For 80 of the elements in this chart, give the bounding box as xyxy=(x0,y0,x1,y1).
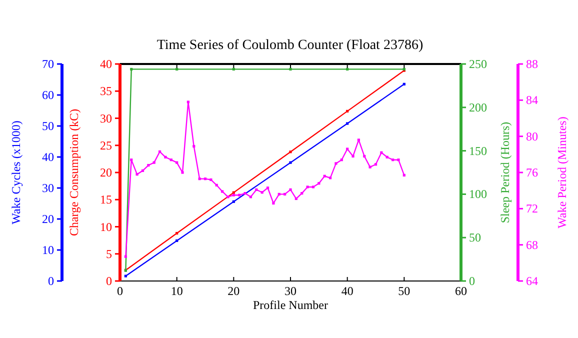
y-tick-label: 15 xyxy=(100,192,112,207)
point xyxy=(176,161,178,164)
point xyxy=(260,191,264,194)
y-tick-label: 64 xyxy=(526,274,538,288)
y3-tick-label: 10 xyxy=(42,243,54,257)
y3-tick-label: 50 xyxy=(42,119,54,133)
point xyxy=(198,178,201,180)
y-tick-label: 80 xyxy=(526,129,538,144)
y3-tick-label: 0 xyxy=(48,274,54,288)
line-series xyxy=(124,100,406,258)
point xyxy=(204,178,207,180)
point xyxy=(374,163,378,166)
y2-tick-label: 150 xyxy=(469,144,487,158)
x-tick-label: 10 xyxy=(170,284,183,298)
point xyxy=(192,144,196,148)
point xyxy=(278,192,280,196)
y2-tick-label: 50 xyxy=(469,230,481,245)
x-tick-label: 40 xyxy=(341,284,354,298)
point xyxy=(249,196,252,198)
y-tick-label: 68 xyxy=(526,238,538,252)
x-tick-label: 60 xyxy=(455,284,467,298)
point xyxy=(402,174,406,177)
point xyxy=(289,188,292,191)
y-axis-title: Charge Consumption (kC) xyxy=(67,108,81,236)
y3-tick-label: 20 xyxy=(42,212,54,226)
y-axis-title: Wake Period (Minutes) xyxy=(555,116,569,228)
point xyxy=(294,197,298,200)
y-tick-label: 5 xyxy=(106,246,112,261)
y3-tick-label: 30 xyxy=(42,181,54,195)
point xyxy=(210,178,212,182)
point xyxy=(363,154,366,158)
point xyxy=(124,255,127,258)
point xyxy=(346,110,349,112)
point xyxy=(158,150,162,154)
y2-tick-label: 250 xyxy=(469,57,487,71)
y-tick-label: 88 xyxy=(526,57,538,71)
y3-tick-label: 70 xyxy=(42,57,54,71)
point xyxy=(357,138,360,142)
x-tick-label: 0 xyxy=(117,284,123,298)
point xyxy=(334,162,338,165)
y-tick-label: 84 xyxy=(526,93,538,108)
point xyxy=(136,173,138,176)
point xyxy=(402,82,406,86)
y2-tick-label: 200 xyxy=(469,100,487,114)
x-tick-label: 30 xyxy=(284,284,296,298)
point xyxy=(130,158,133,162)
point xyxy=(232,191,235,194)
point xyxy=(226,196,230,198)
point xyxy=(147,164,150,167)
y-tick-label: 30 xyxy=(100,111,112,126)
x-tick-label: 20 xyxy=(228,284,240,298)
y-tick-label: 10 xyxy=(100,220,112,234)
y3-axis-title: Wake Cycles (x1000) xyxy=(9,120,23,224)
y-tick-label: 76 xyxy=(526,166,538,180)
point xyxy=(352,154,354,158)
point xyxy=(181,171,184,174)
point xyxy=(186,100,190,104)
y-tick-label: 72 xyxy=(526,202,538,216)
point xyxy=(272,202,275,205)
point xyxy=(124,274,127,278)
chart-title: Time Series of Coulomb Counter (Float 23786) xyxy=(156,38,424,53)
point xyxy=(141,169,144,172)
point xyxy=(312,186,315,188)
y-tick-label: 25 xyxy=(100,138,112,152)
x-tick-label: 50 xyxy=(398,284,410,298)
point xyxy=(266,186,270,190)
y-tick-label: 20 xyxy=(100,166,112,180)
y-tick-label: 40 xyxy=(100,57,112,71)
point xyxy=(284,192,286,196)
point xyxy=(152,161,156,164)
point xyxy=(328,176,332,180)
y2-axis-title: Sleep Period (Hours) xyxy=(498,122,512,224)
y-tick-label: 35 xyxy=(100,84,112,98)
y3-tick-label: 60 xyxy=(42,88,54,102)
x-axis-title: Profile Number xyxy=(253,298,328,312)
y-tick-label: 0 xyxy=(106,274,112,288)
y2-tick-label: 0 xyxy=(469,274,475,288)
point xyxy=(176,232,178,235)
y3-tick-label: 40 xyxy=(42,150,54,164)
y2-tick-label: 100 xyxy=(469,187,487,202)
